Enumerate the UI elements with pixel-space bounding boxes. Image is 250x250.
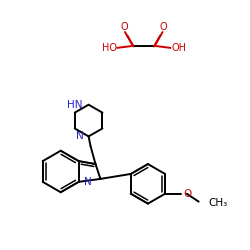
Text: CH₃: CH₃	[208, 198, 228, 208]
Text: O: O	[184, 189, 192, 199]
Text: O: O	[160, 22, 168, 32]
Text: OH: OH	[172, 43, 187, 53]
Text: N: N	[84, 177, 92, 187]
Text: HO: HO	[102, 43, 117, 53]
Text: HN: HN	[67, 100, 83, 110]
Text: O: O	[120, 22, 128, 32]
Text: N: N	[76, 131, 84, 141]
